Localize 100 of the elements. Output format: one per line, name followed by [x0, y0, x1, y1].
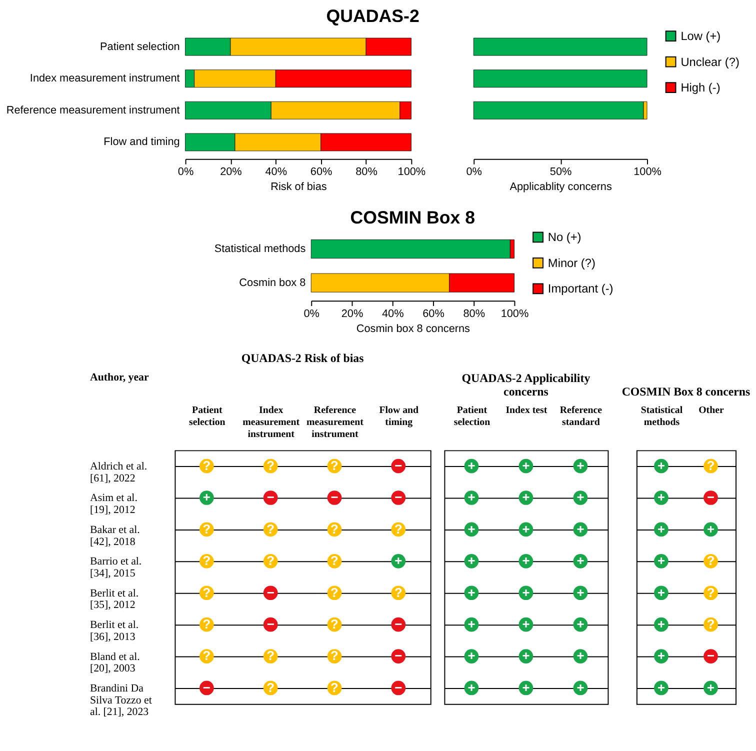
y-tick-label: Reference measurement instrument: [6, 104, 180, 116]
text: +: [657, 648, 665, 664]
text: −: [394, 616, 402, 632]
text: +: [657, 521, 665, 536]
text: ?: [202, 458, 211, 474]
text: +: [468, 521, 476, 536]
text: ?: [202, 584, 211, 600]
text: −: [394, 458, 402, 474]
legend-label: Low (+): [680, 28, 721, 43]
text: +: [576, 490, 584, 505]
legend-label: Important (-): [548, 282, 614, 296]
x-tick-label: Patient selection: [189, 405, 226, 428]
x-tick-label: 60%: [310, 166, 333, 178]
text: −: [202, 680, 210, 695]
text: +: [576, 458, 584, 474]
legend-label: High (-): [680, 80, 720, 95]
x-axis-title: Applicablity concerns: [510, 181, 612, 194]
text: ?: [330, 680, 338, 695]
text: +: [394, 553, 402, 568]
text: +: [657, 616, 665, 632]
text: +: [576, 584, 584, 600]
text: +: [522, 553, 530, 568]
text: +: [657, 680, 665, 695]
y-tick-label: Barrio et al. [34], 2015: [90, 556, 142, 580]
x-tick-label: Patient selection: [454, 405, 491, 428]
chart-title: COSMIN Box 8 concerns: [622, 384, 751, 399]
x-axis-title: Risk of bias: [270, 181, 328, 194]
x-tick-label: Statistical methods: [640, 405, 683, 428]
y-tick-label: Cosmin box 8: [239, 276, 306, 289]
text: +: [706, 680, 715, 695]
y-tick-label: Asim et al. [19], 2012: [90, 492, 138, 516]
text: −: [330, 490, 338, 505]
chart-title: QUADAS-2: [326, 6, 420, 26]
x-tick-label: 100%: [398, 166, 426, 178]
chart-title: QUADAS-2 Risk of bias: [241, 351, 364, 366]
y-tick-label: Bland et al. [20], 2003: [90, 650, 140, 675]
chart-title: QUADAS-2 Applicability concerns: [462, 370, 590, 399]
text: −: [266, 490, 274, 505]
y-tick-label: Flow and timing: [104, 136, 180, 148]
y-tick-label: Aldrich et al. [61], 2022: [90, 460, 148, 484]
text: +: [657, 490, 665, 505]
text: +: [706, 521, 715, 536]
text: −: [706, 648, 715, 664]
text: +: [576, 648, 584, 664]
text: +: [522, 680, 530, 695]
y-axis-title: Author, year: [90, 371, 149, 384]
text: +: [657, 584, 665, 600]
text: ?: [202, 521, 211, 536]
text: ?: [394, 584, 402, 600]
y-tick-label: Brandini Da Silva Tozzo et al. [21], 2023: [90, 682, 152, 718]
text: ?: [330, 648, 338, 664]
x-tick-label: Reference measurement instrument: [306, 405, 364, 440]
bar: [310, 239, 510, 258]
text: +: [576, 680, 584, 695]
text: +: [657, 553, 665, 568]
x-tick-label: 80%: [356, 166, 378, 178]
text: +: [522, 490, 530, 505]
text: +: [522, 616, 530, 632]
text: +: [468, 490, 476, 505]
x-tick-label: 50%: [550, 166, 572, 178]
text: ?: [266, 680, 275, 695]
x-tick-label: 40%: [382, 308, 404, 320]
text: ?: [202, 648, 211, 664]
text: −: [394, 680, 402, 695]
text: ?: [706, 616, 715, 632]
y-tick-label: Berlit et al. [35], 2012: [90, 587, 139, 612]
x-tick-label: 20%: [220, 166, 242, 178]
x-tick-label: Flow and timing: [379, 405, 420, 428]
text: +: [468, 648, 476, 664]
text: ?: [202, 616, 211, 632]
legend-label: No (+): [548, 230, 582, 244]
y-tick-label: Bakar et al. [42], 2018: [90, 524, 140, 548]
text: ?: [394, 521, 402, 536]
text: −: [394, 490, 402, 505]
text: ?: [266, 553, 275, 568]
text: +: [468, 584, 476, 600]
text: +: [522, 458, 530, 474]
x-tick-label: Other: [698, 405, 724, 416]
text: ?: [706, 584, 715, 600]
x-tick-label: 100%: [634, 166, 662, 178]
x-tick-label: 100%: [500, 308, 529, 320]
x-tick-label: 80%: [463, 308, 486, 320]
text: +: [468, 616, 476, 632]
x-tick-label: 20%: [341, 308, 364, 320]
chart-title: COSMIN Box 8: [350, 207, 476, 228]
text: ?: [266, 521, 275, 536]
legend-label: Unclear (?): [680, 54, 740, 69]
text: +: [468, 553, 476, 568]
text: ?: [202, 553, 211, 568]
text: +: [522, 521, 530, 536]
text: +: [522, 584, 530, 600]
x-tick-label: 0%: [304, 308, 320, 320]
y-tick-label: Index measurement instrument: [30, 72, 180, 85]
text: −: [706, 490, 715, 505]
x-tick-label: 0%: [466, 166, 482, 178]
text: ?: [330, 553, 338, 568]
y-tick-label: Berlit et al. [36], 2013: [90, 619, 139, 643]
legend-label: Minor (?): [548, 256, 596, 270]
y-tick-label: Patient selection: [100, 40, 180, 53]
text: ?: [330, 584, 338, 600]
